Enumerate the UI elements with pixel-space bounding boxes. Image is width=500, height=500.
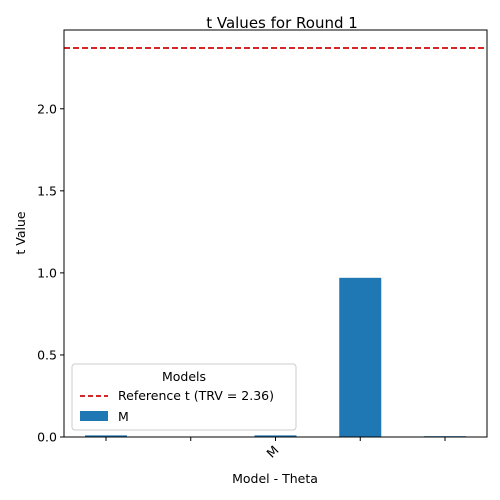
y-tick-label: 1.0 (37, 265, 57, 280)
plot-frame (63, 29, 488, 438)
legend-reference-label: Reference t (TRV = 2.36) (118, 388, 274, 403)
legend-series-label: M (118, 409, 129, 424)
y-axis-label: t Value (13, 211, 28, 255)
legend: Models Reference t (TRV = 2.36) M (71, 363, 297, 431)
plot-area: 0.0 0.5 1.0 1.5 2.0 M (37, 47, 487, 461)
chart-title: t Values for Round 1 (206, 14, 358, 32)
bar (254, 435, 297, 437)
legend-series-swatch (80, 411, 108, 421)
y-tick-label: 0.0 (37, 430, 57, 445)
y-tick-label: 0.5 (37, 347, 57, 362)
y-tick-label: 2.0 (37, 101, 57, 116)
legend-title: Models (162, 369, 206, 384)
x-tick-label: M (263, 443, 281, 461)
bar (85, 435, 127, 437)
bar (339, 277, 382, 437)
y-tick-label: 1.5 (37, 183, 57, 198)
legend-box (71, 363, 297, 431)
x-axis-label: Model - Theta (232, 471, 318, 486)
